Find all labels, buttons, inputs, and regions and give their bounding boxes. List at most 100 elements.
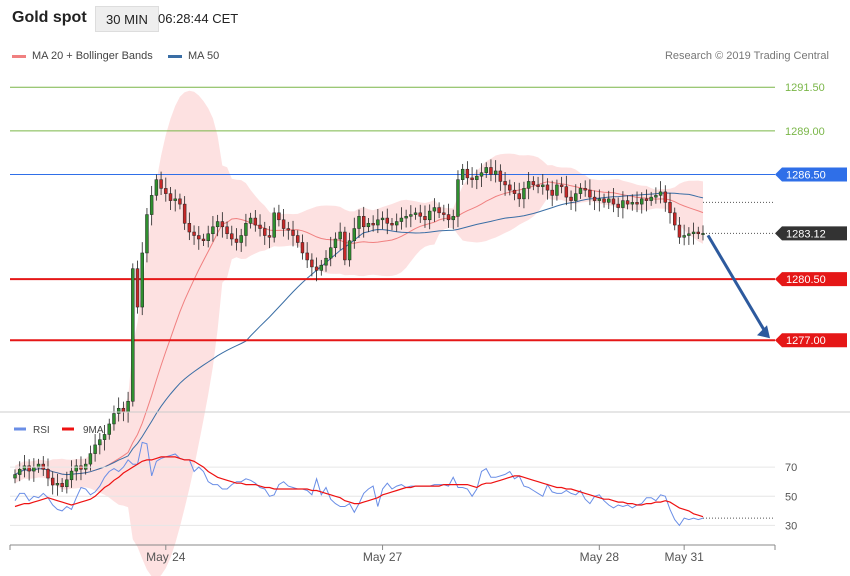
- candle: [413, 207, 418, 220]
- candle: [536, 176, 540, 194]
- candle: [112, 405, 116, 431]
- candle: [630, 194, 635, 211]
- candle: [27, 459, 31, 481]
- candle: [423, 205, 427, 228]
- ma50-swatch: [168, 54, 182, 58]
- candle: [644, 189, 649, 212]
- candle: [475, 169, 479, 190]
- rsi-legend: RSI 9MA: [14, 425, 104, 436]
- candle: [427, 204, 432, 230]
- candle: [366, 218, 371, 233]
- candle: [569, 190, 573, 211]
- candle: [333, 232, 338, 258]
- candle: [555, 179, 559, 201]
- candle: [211, 215, 215, 242]
- candle: [201, 233, 206, 246]
- candle: [625, 195, 630, 210]
- candle: [69, 460, 74, 488]
- forecast-arrow: [706, 234, 768, 334]
- candle: [611, 188, 616, 213]
- candle: [658, 181, 663, 204]
- candle: [512, 182, 517, 201]
- candle: [376, 208, 380, 234]
- candle: [545, 178, 550, 200]
- candle: [493, 160, 498, 183]
- candle: [654, 187, 658, 204]
- candle: [258, 214, 262, 237]
- candle: [300, 234, 305, 260]
- candle: [60, 478, 64, 493]
- level-label-5: 1277.00: [786, 335, 826, 347]
- forecast-arrowhead: [757, 325, 770, 339]
- candle: [489, 159, 493, 182]
- chart-header: Gold spot 30 MIN 06:28:44 CET: [0, 0, 850, 38]
- ma20-swatch: [12, 54, 26, 58]
- candle: [116, 397, 121, 422]
- candle: [18, 461, 22, 482]
- candle: [574, 184, 578, 212]
- interval-button[interactable]: 30 MIN: [95, 6, 159, 32]
- candle: [616, 197, 620, 218]
- rsi-panel: 30 50 70: [10, 441, 797, 532]
- time-axis: May 24 May 27 May 28 May 31: [9, 544, 776, 564]
- candle: [479, 163, 484, 188]
- x-tick-label: May 28: [580, 550, 620, 564]
- candle: [663, 185, 668, 212]
- candle: [13, 469, 17, 484]
- candle: [399, 207, 404, 230]
- candle: [192, 225, 196, 245]
- candle: [432, 198, 437, 222]
- candle: [159, 171, 163, 196]
- candle: [418, 204, 422, 223]
- ma50-label: MA 50: [188, 50, 220, 62]
- candle: [668, 192, 672, 224]
- candle: [352, 217, 356, 249]
- candle: [281, 208, 286, 237]
- candle: [102, 425, 107, 451]
- candle: [371, 215, 375, 232]
- level-label-0: 1291.50: [785, 82, 825, 94]
- candle: [107, 418, 111, 440]
- candle: [74, 459, 78, 481]
- candle: [446, 203, 451, 228]
- candle: [357, 209, 361, 238]
- legend-ma50: MA 50: [168, 50, 219, 62]
- candle: [343, 226, 347, 266]
- candle: [220, 212, 225, 238]
- candle: [531, 176, 536, 191]
- candle: [508, 179, 512, 196]
- candle: [522, 181, 526, 209]
- level-badge-3: [775, 226, 847, 241]
- candle: [362, 206, 366, 238]
- candle: [324, 250, 328, 272]
- candle: [677, 217, 682, 244]
- level-label-2: 1286.50: [786, 169, 826, 181]
- candle: [696, 226, 700, 239]
- candle: [640, 192, 644, 214]
- candle: [484, 162, 488, 178]
- candle: [409, 205, 413, 228]
- candle: [239, 228, 243, 252]
- candle: [168, 187, 173, 211]
- candle: [319, 259, 324, 276]
- candle: [621, 191, 625, 219]
- legend-ma20: MA 20 + Bollinger Bands: [12, 50, 153, 62]
- candle: [682, 224, 686, 246]
- x-tick-label: May 27: [363, 550, 403, 564]
- ma20-label: MA 20 + Bollinger Bands: [32, 50, 153, 62]
- candle: [215, 214, 220, 237]
- x-tick-label: May 31: [664, 550, 704, 564]
- level-badge-4: [775, 272, 847, 287]
- candle: [588, 179, 592, 206]
- level-label-4: 1280.50: [786, 274, 826, 286]
- candle: [291, 220, 295, 247]
- 9ma-label: 9MA: [83, 425, 104, 436]
- rsi-tick: 70: [785, 462, 797, 474]
- candle: [149, 185, 154, 226]
- candle: [173, 189, 177, 212]
- candle: [65, 471, 69, 494]
- candle: [541, 174, 545, 195]
- candle: [50, 471, 55, 495]
- candle: [338, 222, 342, 250]
